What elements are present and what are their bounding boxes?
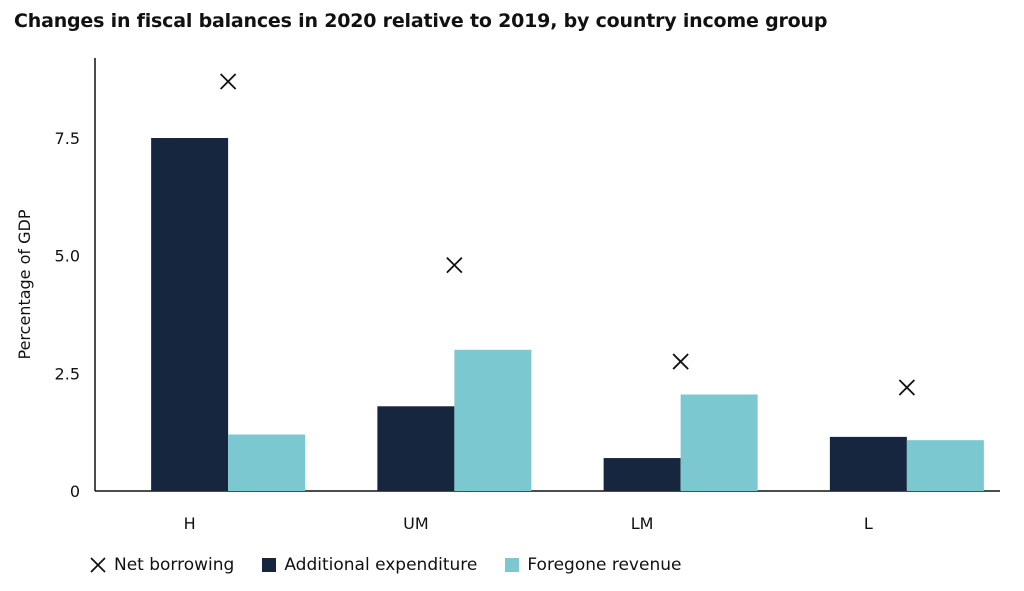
marker-net-borrowing-h bbox=[219, 73, 237, 90]
bar-foregone-revenue-um bbox=[454, 349, 532, 491]
legend-label-foregone-revenue: Foregone revenue bbox=[527, 555, 682, 575]
marker-net-borrowing-lm bbox=[672, 353, 689, 370]
bar-foregone-revenue-l bbox=[906, 440, 984, 491]
y-tick-label: 2.5 bbox=[55, 364, 80, 383]
legend-swatch-foregone-revenue bbox=[505, 558, 520, 572]
bar-foregone-revenue-lm bbox=[680, 394, 758, 491]
bar-additional-expenditure-l bbox=[829, 436, 907, 491]
x-tick-label: L bbox=[864, 514, 873, 533]
x-tick-label: LM bbox=[631, 514, 654, 533]
legend-item-net-borrowing: Net borrowing bbox=[90, 555, 234, 575]
y-axis-title: Percentage of GDP bbox=[15, 209, 34, 359]
bar-additional-expenditure-h bbox=[151, 138, 229, 491]
bar-foregone-revenue-h bbox=[228, 434, 306, 491]
marker-net-borrowing-l bbox=[898, 379, 916, 396]
x-tick-label: UM bbox=[403, 514, 429, 533]
legend-item-foregone-revenue: Foregone revenue bbox=[505, 555, 681, 575]
legend-label-net-borrowing: Net borrowing bbox=[114, 555, 235, 575]
y-tick-label: 0 bbox=[70, 482, 80, 501]
chart-title: Changes in fiscal balances in 2020 relat… bbox=[14, 10, 828, 32]
y-tick-label: 7.5 bbox=[55, 129, 80, 148]
legend-label-additional-expenditure: Additional expenditure bbox=[284, 555, 478, 575]
bar-additional-expenditure-lm bbox=[603, 458, 681, 491]
legend: Net borrowing Additional expenditure For… bbox=[90, 555, 709, 575]
legend-swatch-additional-expenditure bbox=[262, 558, 277, 572]
marker-net-borrowing-um bbox=[446, 256, 463, 274]
x-tick-label: H bbox=[184, 514, 196, 533]
bar-additional-expenditure-um bbox=[377, 406, 455, 491]
legend-item-additional-expenditure: Additional expenditure bbox=[262, 555, 477, 575]
y-tick-label: 5.0 bbox=[55, 247, 80, 266]
x-marker-icon bbox=[90, 557, 106, 573]
